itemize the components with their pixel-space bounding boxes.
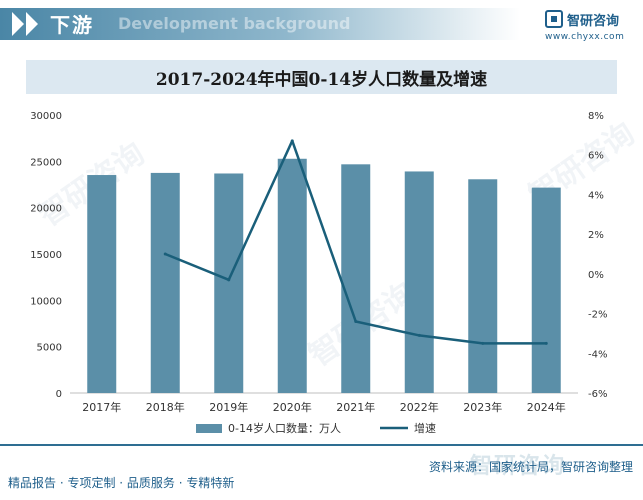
chart-title: 2017-2024年中国0-14岁人口数量及增速	[155, 69, 488, 90]
legend-label-bar: 0-14岁人口数量：万人	[228, 421, 341, 435]
y-left-tick-label: 15000	[30, 250, 62, 261]
bar-2023年	[468, 179, 498, 393]
y-right-tick-label: 4%	[588, 190, 604, 201]
x-tick-label: 2024年	[527, 400, 566, 414]
y-right-tick-label: -4%	[588, 349, 607, 360]
bar-2020年	[277, 158, 307, 393]
y-right-tick-label: 6%	[588, 151, 604, 162]
tagline: 精品报告 · 专项定制 · 品质服务 · 专精特新	[8, 476, 235, 490]
section-title: 下游	[50, 13, 94, 37]
brand-logo-icon	[545, 10, 563, 28]
y-left-tick-label: 0	[56, 389, 62, 400]
header-band	[0, 8, 520, 40]
y-left-tick-label: 20000	[30, 204, 62, 215]
footer-divider	[0, 444, 643, 446]
growth-rate-point-2019年	[227, 278, 231, 282]
chart-title-bar: 2017-2024年中国0-14岁人口数量及增速	[26, 60, 617, 94]
chevron-right-icon	[12, 12, 24, 36]
growth-rate-point-2021年	[354, 320, 358, 324]
footer: 智研咨询 资料来源：国家统计局，智研咨询整理 精品报告 · 专项定制 · 品质服…	[0, 444, 643, 500]
growth-rate-point-2020年	[290, 139, 294, 143]
y-left-tick-label: 25000	[30, 157, 62, 168]
x-tick-label: 2018年	[146, 400, 185, 414]
y-left-tick-label: 5000	[37, 343, 62, 354]
y-right-tick-label: -2%	[588, 310, 607, 321]
bar-2024年	[531, 187, 561, 393]
bar-2022年	[404, 171, 434, 393]
header: 下游 Development background 智研咨询 www.chyxx…	[0, 0, 643, 50]
legend-swatch-bar	[196, 424, 222, 433]
section-subtitle: Development background	[118, 14, 351, 33]
y-left-tick-label: 10000	[30, 296, 62, 307]
x-tick-label: 2022年	[400, 400, 439, 414]
y-right-tick-label: 2%	[588, 230, 604, 241]
combo-chart: 0 5000 10000 15000 20000 25000 30000 -6% -4% -2% 0…	[30, 111, 607, 435]
growth-rate-point-2022年	[417, 333, 421, 337]
y-right-tick-label: 0%	[588, 270, 604, 281]
y-right-tick-label: 8%	[588, 111, 604, 122]
growth-rate-point-2018年	[163, 252, 167, 256]
chevron-right-icon	[26, 12, 38, 36]
x-tick-label: 2021年	[336, 400, 375, 414]
bar-2021年	[341, 164, 371, 393]
legend-label-line: 增速	[414, 421, 436, 435]
bar-2017年	[87, 175, 117, 393]
x-tick-label: 2023年	[463, 400, 502, 414]
x-tick-label: 2020年	[273, 400, 312, 414]
y-left-tick-label: 30000	[30, 111, 62, 122]
brand-name: 智研咨询	[567, 14, 620, 29]
y-right-tick-label: -6%	[588, 389, 607, 400]
growth-rate-point-2023年	[481, 341, 485, 345]
x-tick-label: 2017年	[82, 400, 121, 414]
bar-2019年	[214, 173, 244, 393]
x-tick-label: 2019年	[209, 400, 248, 414]
brand-url: www.chyxx.com	[545, 32, 625, 42]
brand-logo: 智研咨询 www.chyxx.com	[545, 10, 637, 46]
bar-2018年	[150, 172, 180, 393]
growth-rate-point-2024年	[544, 341, 548, 345]
footer-logo: 智研咨询	[470, 454, 567, 479]
data-source: 资料来源：国家统计局，智研咨询整理	[428, 460, 633, 474]
